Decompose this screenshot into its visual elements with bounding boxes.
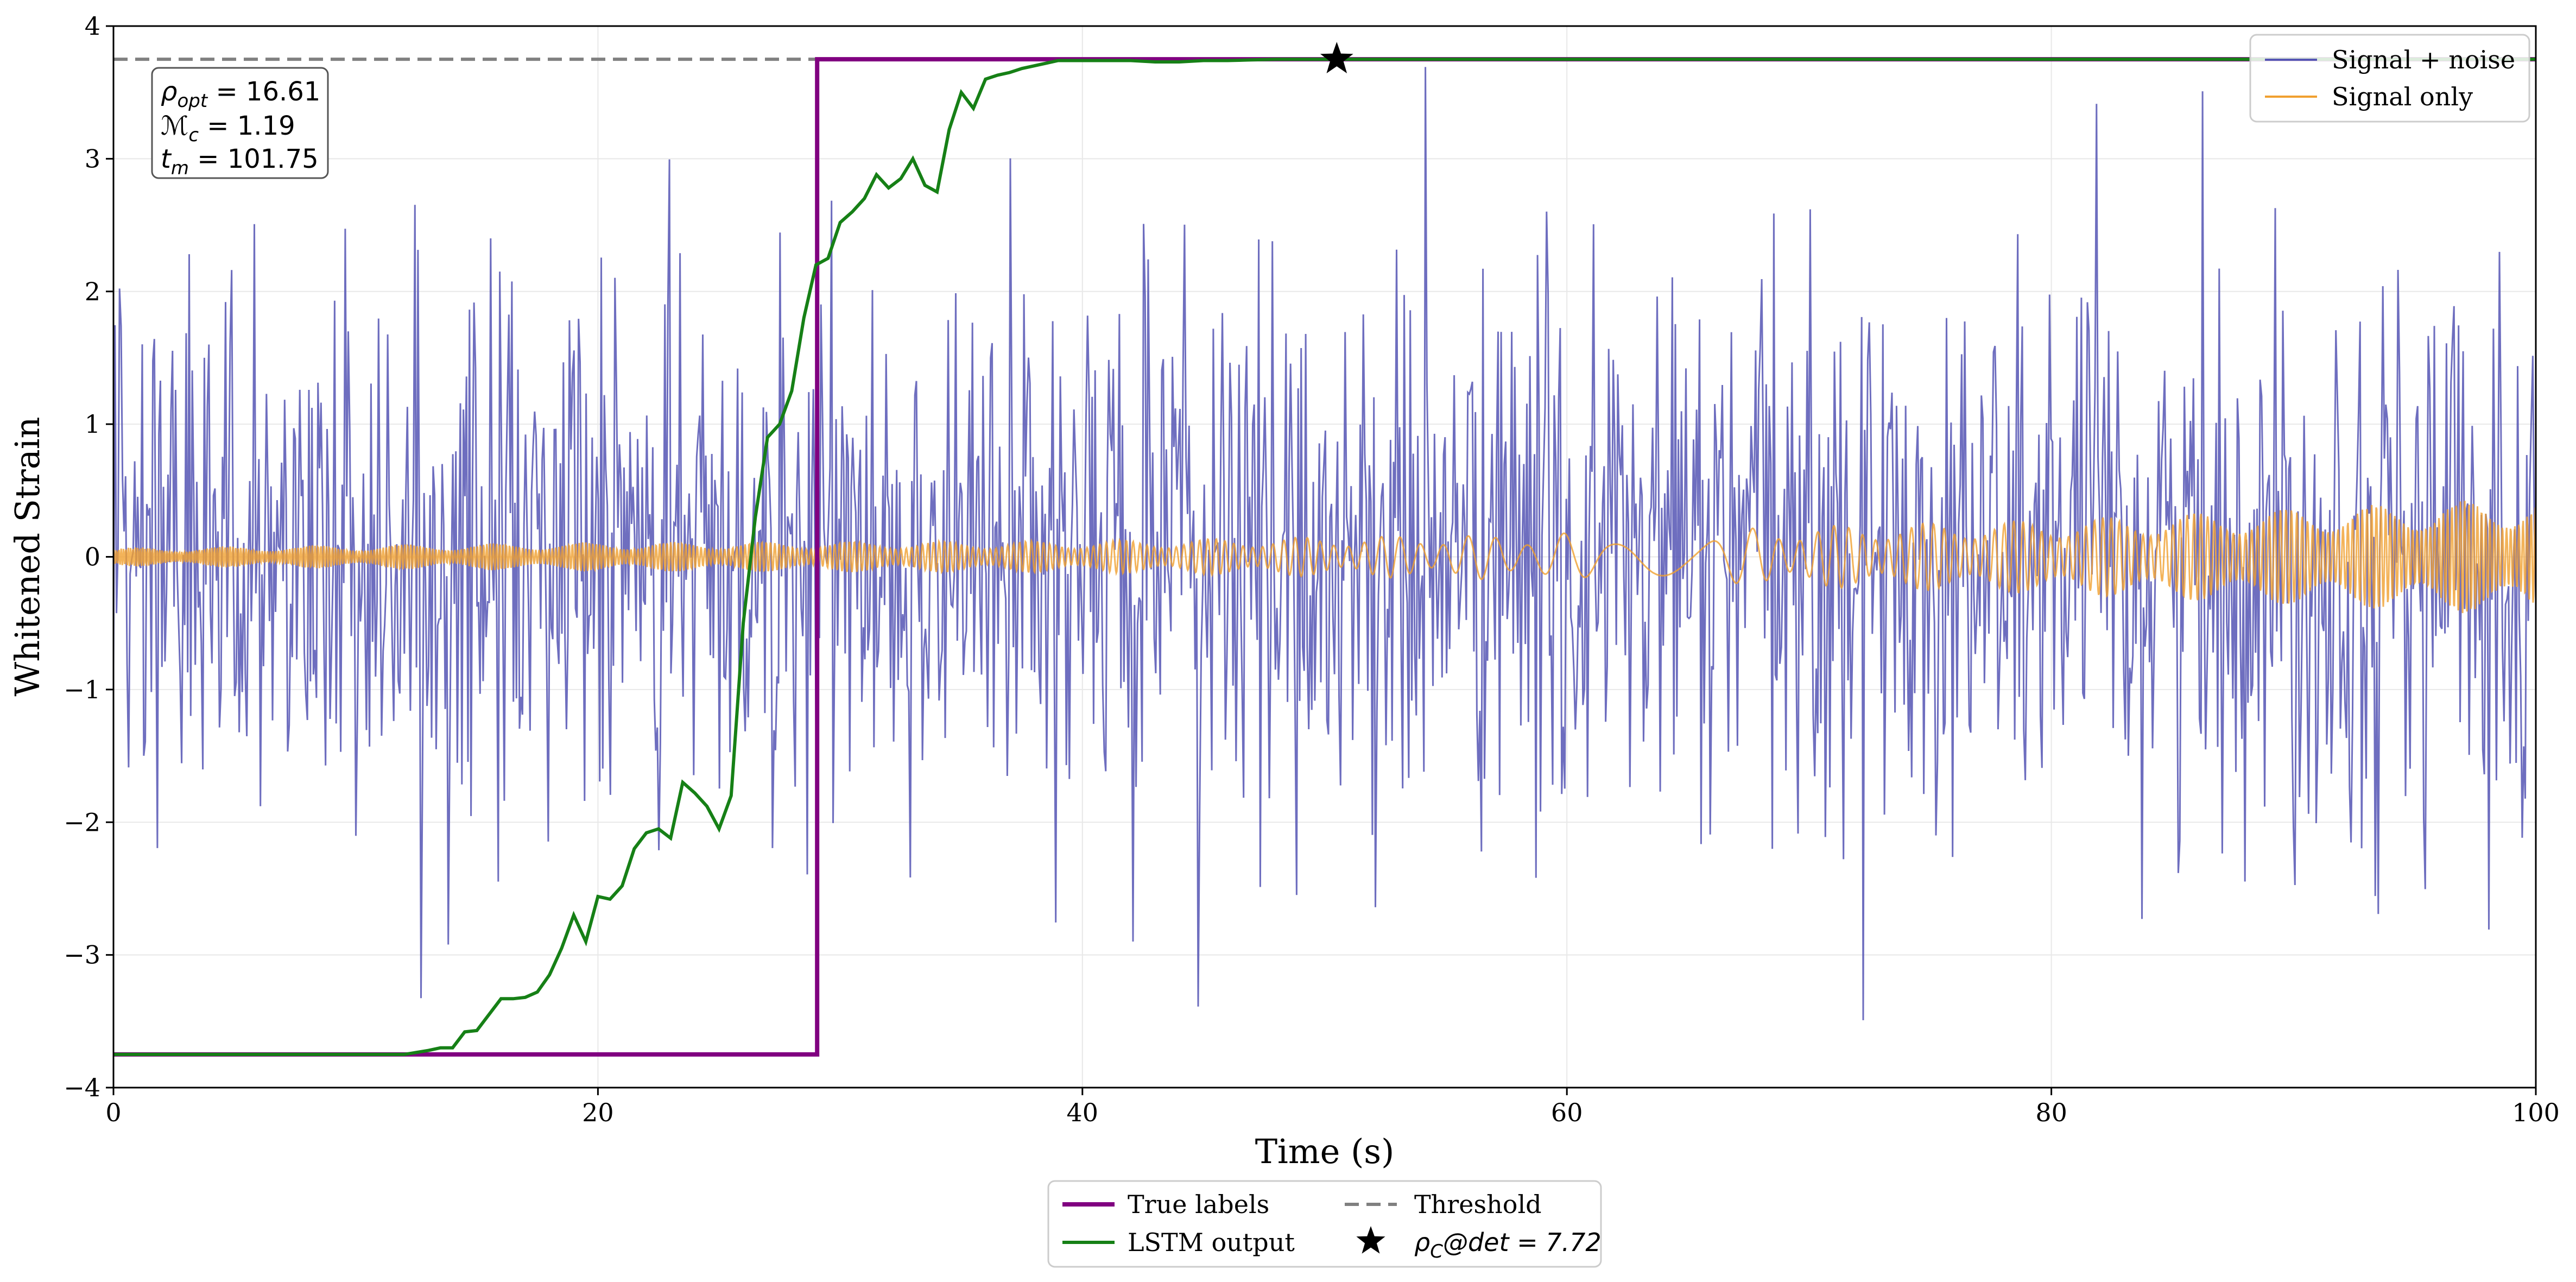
legend-lower-box [1047,1180,1602,1268]
y-tick-label: 1 [85,409,100,439]
y-tick-label: 3 [85,144,100,173]
legend-upper: Signal + noise Signal only [2249,34,2530,123]
legend-signal-noise-label: Signal + noise [2332,45,2515,74]
x-tick-label: 100 [2512,1098,2560,1127]
y-tick-label: −1 [64,675,100,704]
y-axis-title: Whitened Strain [8,417,47,697]
legend-detection-marker-swatch [1356,1226,1385,1254]
x-tick-label: 0 [105,1098,121,1127]
x-tick-label: 40 [1067,1098,1099,1127]
y-tick-label: 4 [85,11,100,41]
y-tick-label: 2 [85,277,100,306]
annotation-line-rho-opt: ρopt = 16.61 [161,77,320,112]
plot-area [113,57,2536,1057]
legend-upper-box [2249,34,2530,123]
legend-detection-marker-label: ρC@det = 7.72 [1414,1228,1602,1262]
x-tick-label: 20 [582,1098,614,1127]
legend-threshold-label: Threshold [1414,1190,1542,1219]
series-signal-only [113,501,2536,614]
y-tick-label: −2 [64,807,100,837]
y-tick-label: −3 [64,940,100,970]
axis-ticks: 0 20 40 60 80 100 −4 −3 −2 −1 0 1 2 3 4 [64,11,2560,1127]
annotation-line-chirp-mass: ℳc = 1.19 [161,111,295,146]
y-tick-label: 0 [85,542,100,572]
detection-marker [1320,42,1353,73]
annotation-line-merger-time: tm = 101.75 [161,144,319,179]
series-signal-noise [113,67,2536,1020]
x-tick-label: 60 [1551,1098,1583,1127]
x-axis-title: Time (s) [1255,1132,1395,1171]
y-tick-label: −4 [64,1073,100,1102]
legend-lstm-output-label: LSTM output [1128,1228,1295,1257]
annotation-box [151,67,329,179]
legend-lower: True labels Threshold LSTM output ρC@det… [1047,1180,1602,1268]
stats-annotation: ρopt = 16.61 ℳc = 1.19 tm = 101.75 [151,67,329,179]
x-tick-label: 80 [2035,1098,2067,1127]
legend-signal-only-label: Signal only [2332,82,2473,111]
series-lstm-output [113,58,2536,1056]
legend-true-labels-label: True labels [1128,1190,1269,1219]
